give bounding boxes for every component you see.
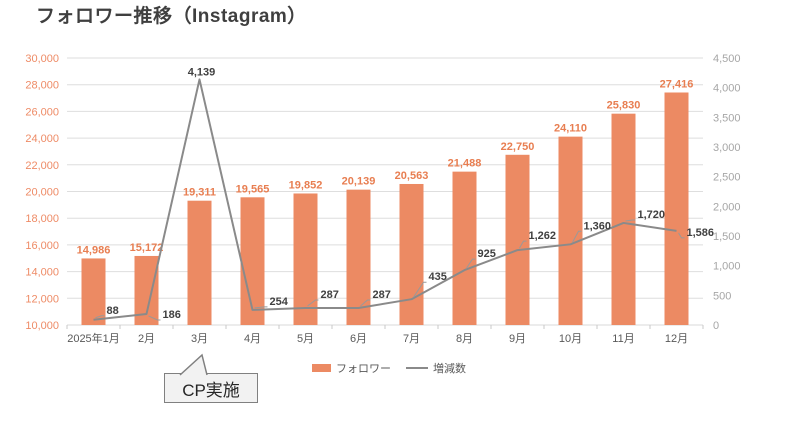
- x-axis-tick-label: 9月: [509, 333, 526, 345]
- bar-value-label: 22,750: [501, 141, 535, 153]
- right-axis-tick-label: 3,500: [713, 112, 741, 124]
- x-axis-tick-label: 4月: [244, 333, 261, 345]
- x-axis-tick-label: 2月: [138, 333, 155, 345]
- label-leader-line: [254, 306, 268, 309]
- bar: [240, 197, 265, 325]
- right-axis-tick-label: 1,000: [713, 261, 741, 273]
- bar: [505, 154, 530, 325]
- chart-legend: フォロワー 増減数: [312, 360, 466, 376]
- line-value-label: 186: [163, 309, 181, 321]
- line-value-label: 287: [321, 289, 339, 301]
- line-value-label: 287: [373, 289, 391, 301]
- bar-value-label: 21,488: [448, 158, 482, 170]
- right-axis-tick-label: 3,000: [713, 142, 741, 154]
- bar: [187, 200, 212, 325]
- chart-title: フォロワー推移（Instagram）: [36, 6, 307, 27]
- right-axis-tick-label: 2,000: [713, 201, 741, 213]
- cp-annotation-box: CP実施: [164, 373, 258, 403]
- label-leader-line: [148, 315, 161, 321]
- bar-value-label: 20,139: [342, 176, 376, 188]
- x-axis-tick-label: 6月: [350, 333, 367, 345]
- line-value-label: 1,720: [638, 209, 666, 221]
- bar-value-label: 15,172: [130, 242, 164, 254]
- right-axis-tick-label: 4,000: [713, 83, 741, 95]
- line-value-label: 1,586: [687, 227, 715, 239]
- x-axis-tick-label: 8月: [456, 333, 473, 345]
- label-leader-line: [519, 240, 527, 249]
- x-axis-tick-label: 11月: [612, 333, 634, 345]
- line-value-label: 4,139: [188, 66, 216, 78]
- line-value-label: 925: [478, 248, 496, 260]
- legend-change-label: 増減数: [433, 363, 466, 375]
- x-axis-tick-label: 3月: [191, 333, 208, 345]
- label-leader-line: [572, 230, 582, 243]
- line-value-label: 1,262: [529, 230, 557, 242]
- left-axis-tick-label: 20,000: [25, 187, 59, 199]
- left-axis-tick-label: 22,000: [25, 160, 59, 172]
- label-leader-line: [413, 281, 427, 298]
- line-value-label: 254: [270, 296, 289, 308]
- trend-line: [93, 78, 677, 321]
- bar-value-label: 19,311: [183, 187, 216, 199]
- bar: [346, 189, 371, 325]
- bar-swatch-icon: [312, 364, 331, 372]
- label-leader-line: [678, 232, 685, 239]
- line-value-label: 88: [107, 305, 119, 317]
- legend-item-change: 増減数: [406, 360, 466, 376]
- bar-value-label: 14,986: [77, 244, 111, 256]
- label-leader-line: [625, 219, 636, 222]
- x-axis-tick-label: 12月: [665, 333, 688, 345]
- bar-value-label: 19,565: [236, 183, 270, 195]
- left-axis-tick-label: 12,000: [25, 293, 59, 305]
- left-axis-tick-label: 28,000: [25, 80, 59, 92]
- left-axis-tick-label: 14,000: [25, 267, 59, 279]
- bar: [452, 171, 477, 325]
- right-axis-tick-label: 500: [713, 290, 731, 302]
- right-axis-tick-label: 0: [713, 320, 719, 332]
- right-axis-tick-label: 1,500: [713, 231, 741, 243]
- label-leader-line: [307, 299, 319, 307]
- bar: [611, 113, 636, 326]
- label-leader-line: [466, 258, 476, 269]
- legend-followers-label: フォロワー: [336, 363, 391, 375]
- callout-tail-icon: [179, 353, 208, 376]
- x-axis-tick-label: 7月: [403, 333, 420, 345]
- label-leader-line: [360, 299, 371, 307]
- right-axis-tick-label: 4,500: [713, 53, 741, 65]
- bar: [293, 193, 318, 325]
- x-axis-tick-label: 5月: [297, 333, 314, 345]
- bar-value-label: 25,830: [607, 100, 641, 112]
- bar: [664, 92, 689, 325]
- bar-value-label: 27,416: [660, 78, 694, 90]
- legend-item-followers: フォロワー: [312, 360, 391, 376]
- left-axis-tick-label: 24,000: [25, 133, 59, 145]
- right-axis-tick-label: 2,500: [713, 172, 741, 184]
- bar-value-label: 20,563: [395, 170, 429, 182]
- bar-value-label: 19,852: [289, 179, 323, 191]
- x-axis-tick-label: 2025年1月: [67, 331, 120, 345]
- bar: [81, 258, 106, 325]
- line-value-label: 1,360: [584, 220, 612, 232]
- bar-value-label: 24,110: [554, 123, 587, 135]
- left-axis-tick-label: 26,000: [25, 106, 59, 118]
- cp-annotation-label: CP実施: [182, 380, 240, 400]
- left-axis-tick-label: 30,000: [25, 53, 59, 65]
- bar: [399, 183, 424, 325]
- x-axis-tick-label: 10月: [559, 333, 582, 345]
- left-axis-tick-label: 10,000: [25, 320, 59, 332]
- line-value-label: 435: [429, 271, 447, 283]
- left-axis-tick-label: 18,000: [25, 213, 59, 225]
- line-swatch-icon: [406, 367, 428, 369]
- left-axis-tick-label: 16,000: [25, 240, 59, 252]
- label-leader-line: [95, 315, 105, 319]
